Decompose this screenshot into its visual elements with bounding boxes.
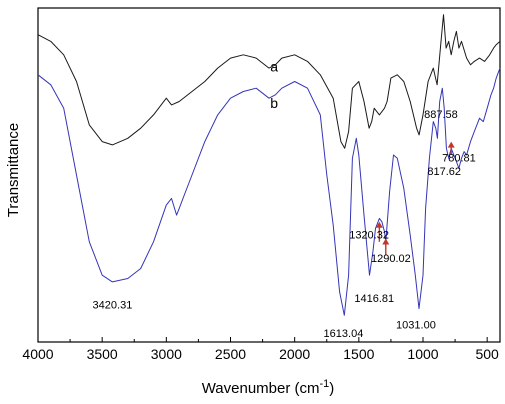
x-axis-title-superscript: -1 — [320, 378, 330, 390]
peak-annotation: 1613.04 — [324, 328, 364, 340]
annotation-arrow-head — [375, 221, 383, 228]
x-axis-ticks: 4000 3500 3000 2500 2000 1500 1000 500 — [22, 337, 499, 362]
x-tick-label: 500 — [475, 346, 499, 362]
peak-annotation: 3420.31 — [93, 300, 133, 312]
x-axis-title-main: Wavenumber (cm — [202, 380, 320, 397]
peak-annotation: 1320.32 — [349, 229, 389, 241]
plot-frame — [37, 7, 501, 343]
annotation-labels: a b 3420.31 1613.04 1416.81 1320.32 1290.02 103… — [93, 58, 476, 340]
peak-annotation: 780.81 — [442, 153, 476, 165]
annotation-arrow-head — [447, 141, 455, 148]
x-axis-title-close: ) — [329, 380, 334, 397]
y-axis-title: Transmittance — [5, 123, 22, 217]
peak-annotation: 1416.81 — [354, 293, 394, 305]
series-line-b — [37, 67, 501, 316]
peak-annotation: 817.62 — [427, 166, 461, 178]
x-tick-label: 1000 — [407, 346, 438, 362]
x-tick-label: 2000 — [279, 346, 310, 362]
peak-annotation: 1031.00 — [396, 320, 436, 332]
x-tick-label: 2500 — [215, 346, 246, 362]
peak-annotation: 1290.02 — [371, 253, 411, 265]
annotation-arrows — [375, 141, 455, 256]
x-tick-label: 3000 — [151, 346, 182, 362]
peak-annotation: 887.58 — [424, 109, 458, 121]
x-tick-label: 3500 — [87, 346, 118, 362]
x-tick-label: 1500 — [343, 346, 374, 362]
x-axis-title: Wavenumber (cm-1) — [202, 378, 335, 397]
curve-label-a: a — [270, 58, 278, 74]
x-tick-label: 4000 — [22, 346, 53, 362]
series-group — [37, 14, 501, 316]
curve-label-b: b — [270, 95, 278, 111]
series-line-a — [37, 14, 501, 149]
annotation-arrow-head — [382, 238, 390, 245]
